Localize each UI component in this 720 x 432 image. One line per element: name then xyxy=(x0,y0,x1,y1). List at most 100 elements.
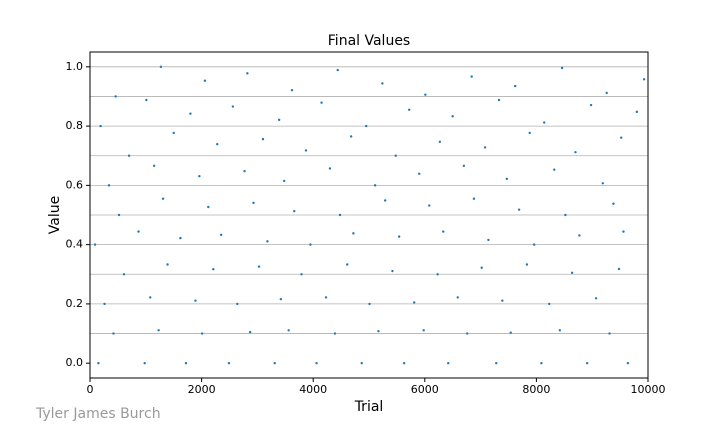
point xyxy=(273,361,276,365)
point xyxy=(107,184,111,187)
point xyxy=(532,243,536,246)
point xyxy=(383,199,387,202)
point xyxy=(149,296,152,299)
point xyxy=(509,331,512,334)
point xyxy=(635,110,639,114)
point xyxy=(159,65,163,69)
point xyxy=(184,361,188,365)
point xyxy=(487,238,490,242)
point xyxy=(219,233,223,237)
y-tick-label: 0.6 xyxy=(66,178,84,191)
point xyxy=(103,302,106,306)
y-tick-label: 0.8 xyxy=(66,119,84,132)
point xyxy=(418,172,421,176)
point xyxy=(97,361,100,365)
y-tick-label: 0.2 xyxy=(66,297,84,310)
point xyxy=(501,299,504,302)
point xyxy=(412,301,416,304)
point xyxy=(309,243,312,246)
point xyxy=(349,135,353,138)
point xyxy=(200,332,204,335)
point xyxy=(407,108,411,111)
point xyxy=(605,91,608,95)
point xyxy=(377,329,380,333)
point xyxy=(293,209,296,213)
point xyxy=(277,118,281,122)
point xyxy=(279,297,283,301)
point xyxy=(368,302,371,306)
point xyxy=(137,230,140,233)
point xyxy=(338,213,342,217)
point xyxy=(320,101,323,104)
x-tick-label: 4000 xyxy=(299,383,327,396)
point xyxy=(612,202,615,205)
point xyxy=(548,302,551,306)
point xyxy=(525,263,529,266)
point xyxy=(315,361,318,365)
point xyxy=(642,78,646,81)
x-tick-label: 6000 xyxy=(411,383,439,396)
point xyxy=(333,332,337,335)
point xyxy=(589,103,593,107)
point xyxy=(617,267,621,271)
x-tick-label: 8000 xyxy=(522,383,550,396)
point xyxy=(497,98,501,102)
point xyxy=(381,82,384,85)
point xyxy=(336,68,339,72)
point xyxy=(236,302,239,306)
point xyxy=(122,273,126,276)
point xyxy=(620,136,623,139)
point xyxy=(117,213,121,217)
point xyxy=(112,332,115,335)
point xyxy=(424,93,427,96)
point xyxy=(540,361,543,365)
point xyxy=(601,182,605,185)
point xyxy=(578,234,581,237)
point xyxy=(594,297,598,300)
point xyxy=(438,140,442,143)
point xyxy=(252,201,255,205)
point xyxy=(428,204,431,207)
point xyxy=(152,164,156,168)
point xyxy=(528,131,531,135)
point xyxy=(483,146,487,149)
point xyxy=(558,329,562,332)
point xyxy=(456,296,459,299)
point xyxy=(282,179,286,183)
point xyxy=(287,329,290,332)
point xyxy=(346,263,349,266)
point xyxy=(203,79,207,82)
point xyxy=(470,75,473,78)
point xyxy=(172,131,175,135)
point xyxy=(553,168,556,171)
x-tick-label: 2000 xyxy=(188,383,216,396)
point xyxy=(365,124,368,128)
point xyxy=(442,230,445,233)
point xyxy=(462,164,466,168)
point xyxy=(216,142,219,146)
point xyxy=(564,213,567,217)
point xyxy=(300,273,303,276)
point xyxy=(513,84,517,88)
point xyxy=(99,124,102,128)
point xyxy=(246,72,249,75)
watermark: Tyler James Burch xyxy=(35,406,161,422)
point xyxy=(145,98,148,102)
point xyxy=(373,184,377,187)
point xyxy=(585,361,589,365)
point xyxy=(328,167,332,170)
point xyxy=(570,271,574,274)
point xyxy=(608,332,611,335)
point xyxy=(480,266,483,269)
point xyxy=(505,177,509,181)
point xyxy=(451,115,454,118)
y-tick-label: 0.0 xyxy=(66,356,84,369)
point xyxy=(397,235,401,238)
y-tick-label: 1.0 xyxy=(66,60,84,73)
chart-title: Final Values xyxy=(328,33,410,49)
point xyxy=(157,329,160,332)
point xyxy=(143,361,146,365)
plot-frame xyxy=(89,51,649,379)
